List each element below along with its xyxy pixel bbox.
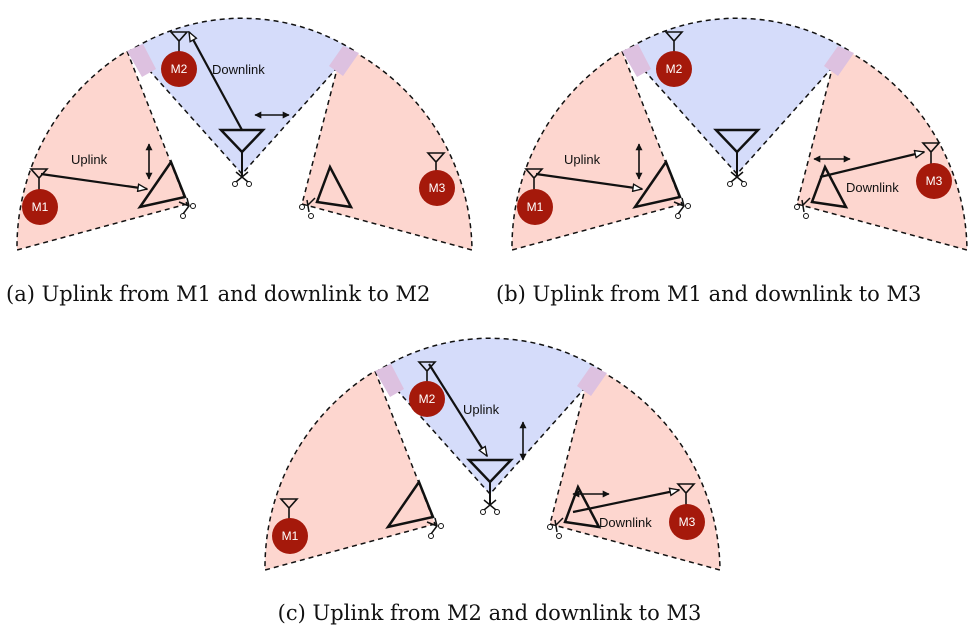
downlink-label: Downlink (846, 180, 899, 195)
m3-label: M3 (679, 515, 696, 529)
m3-label: M3 (926, 174, 943, 188)
downlink-arrow (572, 490, 679, 514)
downlink-arrow (819, 152, 924, 179)
m1-label: M1 (527, 200, 544, 214)
uplink-label: Uplink (71, 152, 108, 167)
access-point-left (137, 159, 196, 219)
mobile-m2: M2 (161, 31, 197, 87)
mobile-m1: M1 (22, 168, 58, 225)
uplink-label: Uplink (564, 152, 601, 167)
mobile-m1: M1 (272, 498, 308, 554)
mobile-m2: M2 (656, 31, 692, 87)
overlap-left (622, 44, 651, 77)
caption-c: (c) Uplink from M2 and downlink to M3 (277, 601, 702, 625)
mobile-m1: M1 (517, 168, 553, 225)
access-point-center (713, 128, 761, 187)
caption-b: (b) Uplink from M1 and downlink to M3 (496, 282, 922, 306)
uplink-arrow (428, 363, 487, 456)
access-point-right (794, 163, 849, 219)
m1-label: M1 (282, 529, 299, 543)
mobile-m2: M2 (409, 361, 445, 417)
access-point-left (632, 159, 691, 219)
downlink-label: Downlink (599, 515, 652, 530)
downlink-label: Downlink (212, 62, 265, 77)
mobile-m3: M3 (669, 483, 705, 540)
access-point-center (466, 458, 514, 515)
uplink-arrow (535, 172, 642, 189)
overlap-left (127, 44, 156, 77)
access-point-left (385, 479, 444, 539)
access-point-right (299, 163, 354, 219)
panel-c: M1 M2 M3 Uplink Downlink (264, 337, 721, 571)
caption-a: (a) Uplink from M1 and downlink to M2 (6, 282, 431, 306)
overlap-right (577, 366, 607, 396)
mobile-m3: M3 (916, 142, 952, 199)
uplink-label: Uplink (463, 402, 500, 417)
m2-label: M2 (171, 62, 188, 76)
overlap-right (824, 46, 854, 76)
access-point-right (547, 483, 602, 539)
m3-label: M3 (429, 181, 446, 195)
mobile-m3: M3 (419, 152, 455, 206)
access-point-center (218, 128, 266, 187)
m2-label: M2 (666, 62, 683, 76)
downlink-arrow (188, 32, 243, 131)
sector-center (377, 337, 603, 496)
m2-label: M2 (419, 392, 436, 406)
overlap-right (329, 46, 359, 76)
overlap-left (375, 364, 404, 397)
m1-label: M1 (32, 200, 49, 214)
uplink-arrow (40, 172, 147, 189)
panel-b: M1 M2 M3 Uplink Downlink (511, 17, 968, 251)
sector-right (796, 44, 968, 251)
panel-a: M1 M2 M3 Uplink Downlink (16, 17, 473, 251)
